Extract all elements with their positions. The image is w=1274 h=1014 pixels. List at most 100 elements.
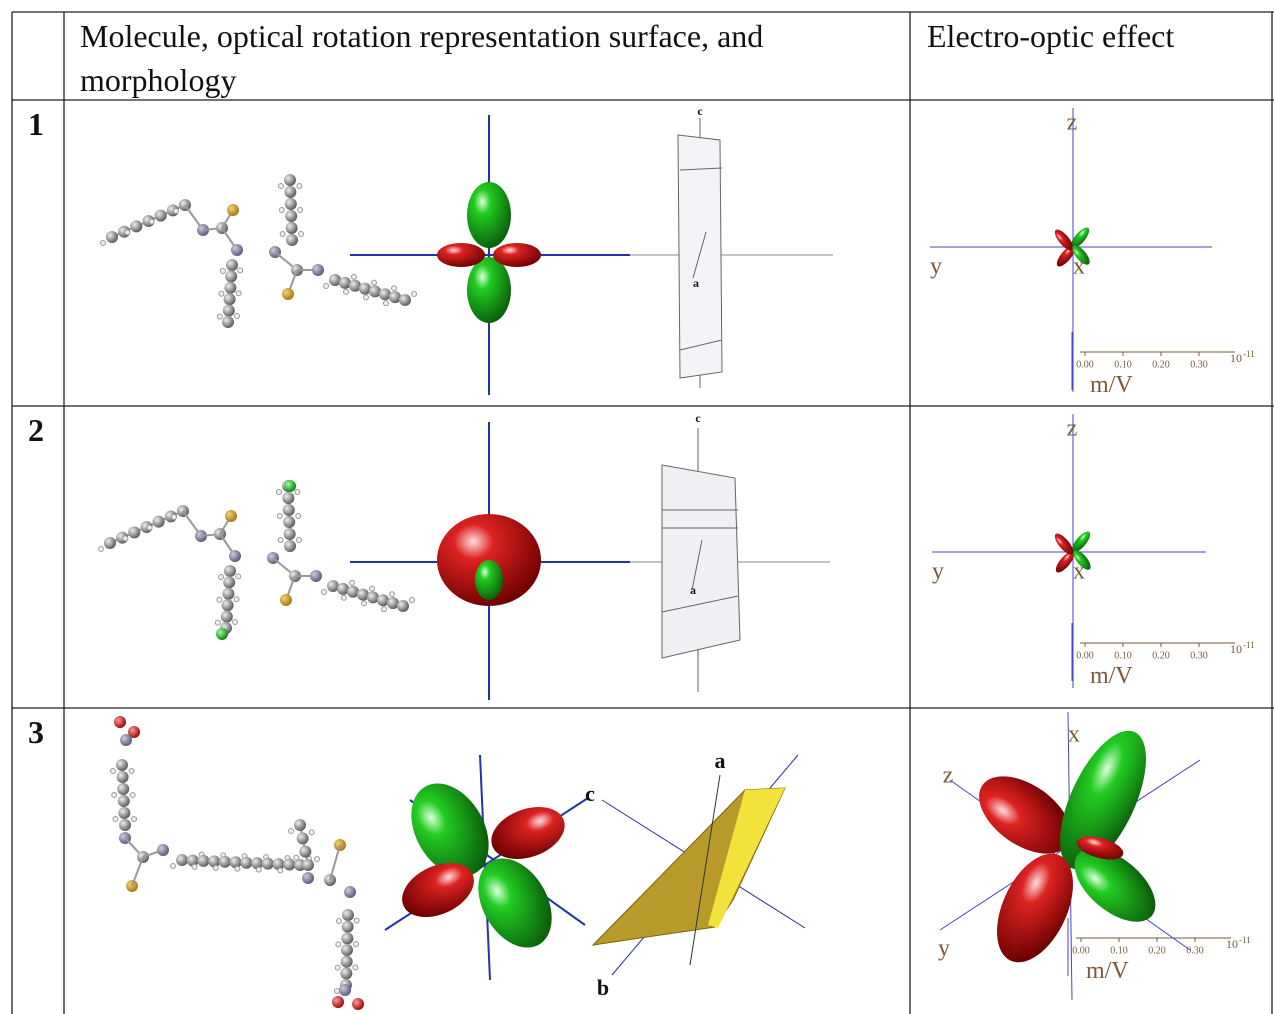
crystal-morphology xyxy=(593,755,805,975)
crystal-morphology xyxy=(630,428,830,692)
hydrogen xyxy=(219,575,224,580)
atom xyxy=(128,526,140,538)
atom xyxy=(120,734,132,746)
hydrogen xyxy=(123,536,128,541)
axis-label: x xyxy=(1073,559,1085,585)
eo-surface xyxy=(930,108,1212,392)
atom xyxy=(285,198,297,210)
atom xyxy=(302,859,314,871)
atom xyxy=(284,528,296,540)
axis-label: z xyxy=(943,763,954,789)
atom xyxy=(114,716,126,728)
hydrogen xyxy=(132,817,137,822)
atom xyxy=(312,264,324,276)
scale-tick-label: 0.20 xyxy=(1152,650,1170,661)
atom xyxy=(284,540,296,552)
atom xyxy=(297,832,309,844)
atom xyxy=(153,516,165,528)
hydrogen xyxy=(362,601,367,606)
hydrogen xyxy=(99,547,104,552)
atom xyxy=(283,516,295,528)
atom xyxy=(231,244,243,256)
hydrogen xyxy=(337,919,342,924)
hydrogen xyxy=(277,490,282,495)
atom xyxy=(157,844,169,856)
hydrogen xyxy=(174,209,179,214)
axis-label: y xyxy=(938,936,950,962)
atom xyxy=(282,492,294,504)
hydrogen xyxy=(315,857,320,862)
hydrogen xyxy=(370,586,375,591)
hydrogen xyxy=(299,232,304,237)
hydrogen xyxy=(322,590,327,595)
atom xyxy=(285,210,297,222)
hydrogen xyxy=(324,284,329,289)
axis-label: y xyxy=(932,559,944,585)
bond xyxy=(330,845,340,880)
row-number: 3 xyxy=(28,714,44,751)
atom xyxy=(155,210,167,222)
scale-power: 10 xyxy=(1230,642,1242,656)
hydrogen xyxy=(236,574,241,579)
scale-tick-label: 0.00 xyxy=(1076,650,1094,661)
atom xyxy=(302,872,314,884)
hydrogen xyxy=(344,289,349,294)
atom xyxy=(344,886,356,898)
atom xyxy=(286,234,298,246)
atom xyxy=(284,480,296,492)
scale-power: -11 xyxy=(1243,640,1255,650)
bond xyxy=(132,857,143,886)
atom xyxy=(223,576,235,588)
hydrogen xyxy=(221,269,226,274)
atom xyxy=(222,599,234,611)
axis-label: c xyxy=(697,104,703,118)
scale-tick-label: 0.20 xyxy=(1148,945,1166,956)
atom xyxy=(284,174,296,186)
atom xyxy=(117,771,129,783)
atom xyxy=(339,984,351,996)
scale-tick-label: 0.10 xyxy=(1110,945,1128,956)
hydrogen xyxy=(278,868,283,873)
axis-label: z xyxy=(1067,110,1078,136)
atom xyxy=(116,759,128,771)
atom xyxy=(118,795,130,807)
atom xyxy=(104,537,116,549)
row-number: 2 xyxy=(28,412,44,449)
hydrogen xyxy=(354,918,359,923)
hydrogen xyxy=(172,515,177,520)
hydrogen xyxy=(213,865,218,870)
axis-label: x xyxy=(1073,254,1085,280)
hydrogen xyxy=(256,867,261,872)
hydrogen xyxy=(235,866,240,871)
axis-label: c xyxy=(695,411,701,425)
bond xyxy=(300,825,308,865)
atom xyxy=(397,600,409,612)
hydrogen xyxy=(233,620,238,625)
scale-power: 10 xyxy=(1226,937,1238,951)
atom xyxy=(117,783,129,795)
hydrogen xyxy=(297,184,302,189)
atom xyxy=(197,855,209,867)
scale-tick-label: 0.00 xyxy=(1072,945,1090,956)
atom xyxy=(352,998,364,1010)
hydrogen xyxy=(236,291,241,296)
atom xyxy=(286,222,298,234)
optical-surface xyxy=(385,755,588,980)
optical-surface xyxy=(350,115,630,395)
atom xyxy=(283,504,295,516)
header-cell: Molecule, optical rotation representatio… xyxy=(80,14,900,102)
crystal-morphology xyxy=(630,118,833,388)
atom xyxy=(340,967,352,979)
atom xyxy=(227,204,239,216)
hydrogen xyxy=(412,292,417,297)
atom xyxy=(342,921,354,933)
hydrogen xyxy=(335,965,340,970)
atom xyxy=(341,944,353,956)
hydrogen xyxy=(297,538,302,543)
axis-label: a xyxy=(693,276,699,290)
scale-tick-label: 0.30 xyxy=(1190,359,1208,370)
scale-unit: m/V xyxy=(1090,663,1133,689)
hydrogen xyxy=(336,942,341,947)
atom xyxy=(118,807,130,819)
atom xyxy=(222,588,234,600)
